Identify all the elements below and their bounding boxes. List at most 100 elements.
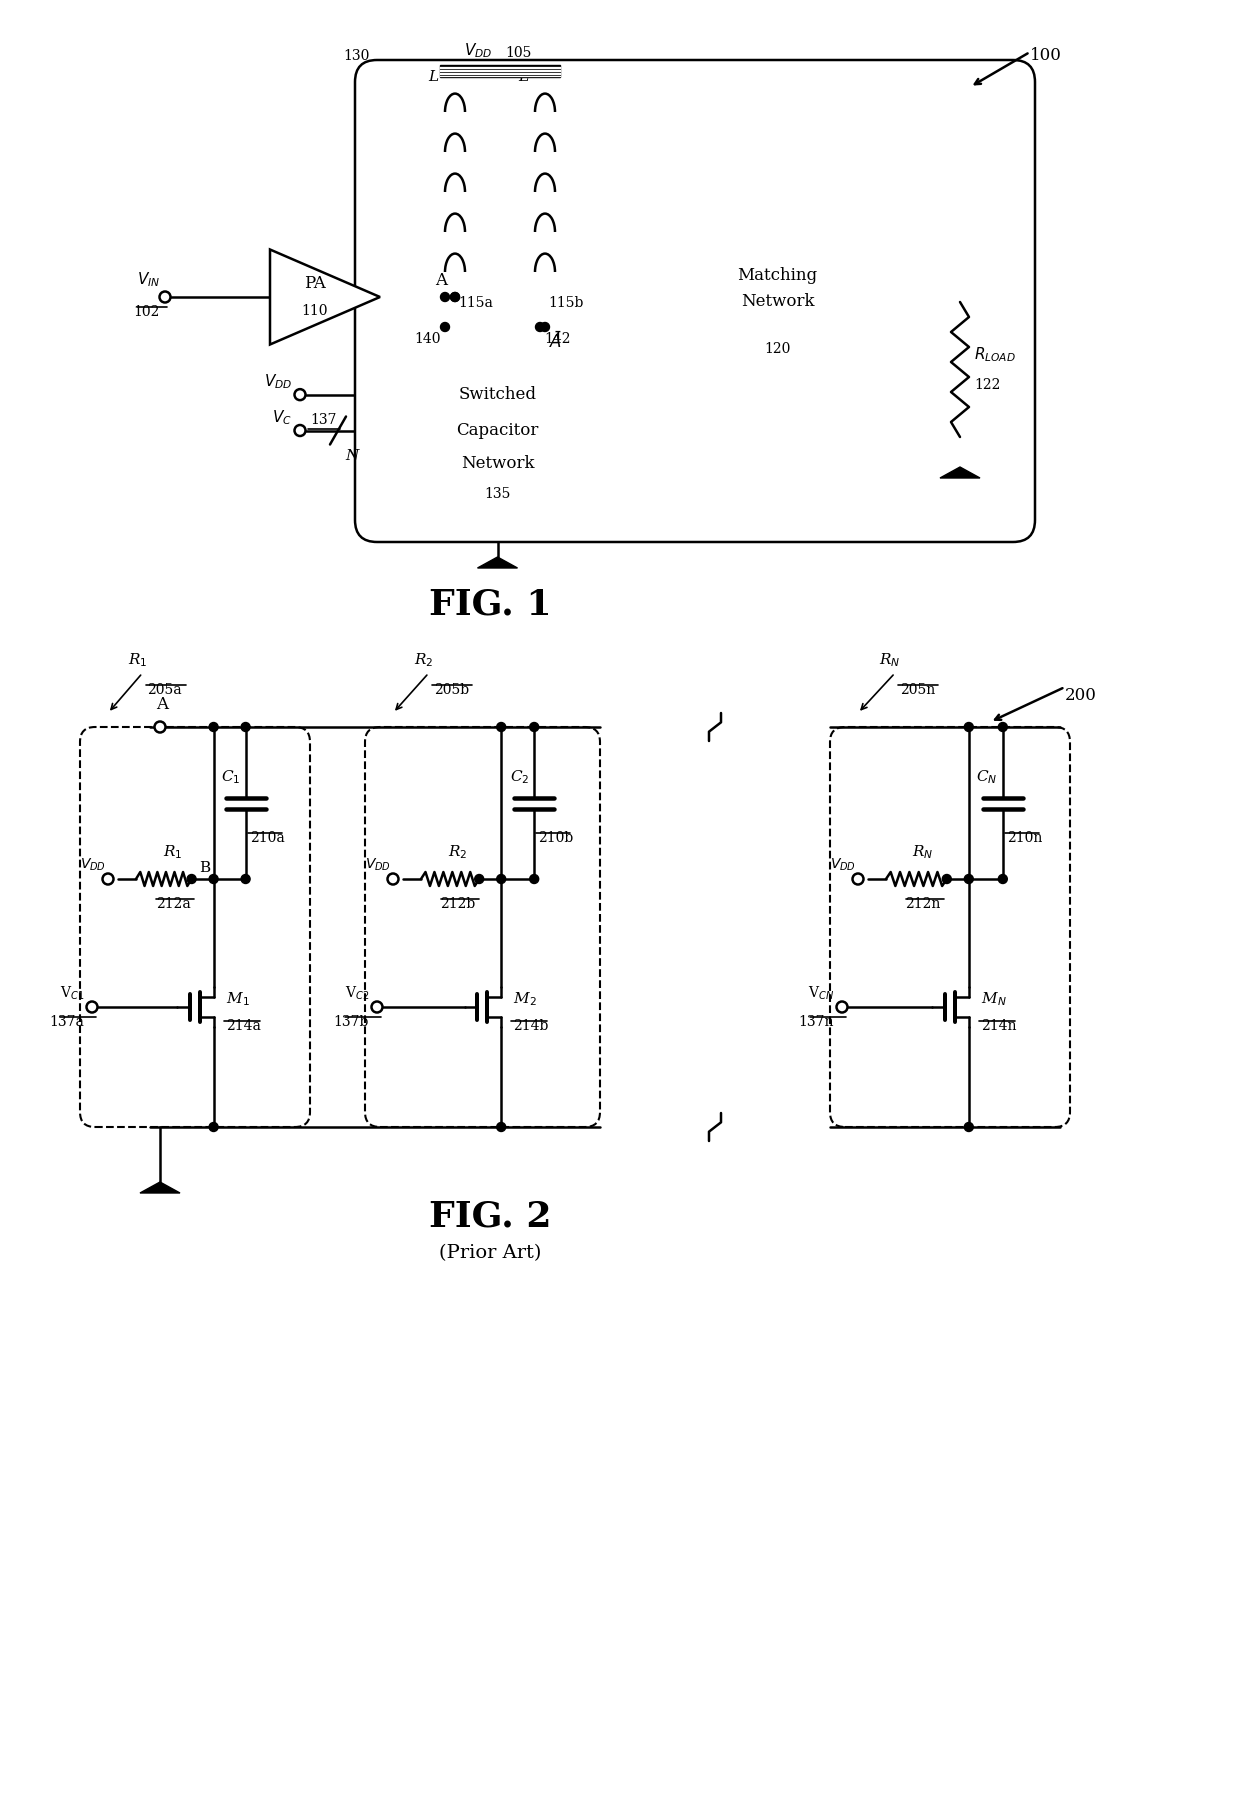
Circle shape: [103, 874, 114, 885]
Text: C$_2$: C$_2$: [510, 769, 529, 785]
Text: FIG. 2: FIG. 2: [429, 1199, 552, 1234]
Text: 135: 135: [485, 487, 511, 501]
Circle shape: [965, 723, 973, 732]
Text: Switched: Switched: [459, 387, 537, 403]
Text: $V_{IN}$: $V_{IN}$: [136, 271, 160, 289]
Circle shape: [450, 293, 460, 302]
Text: V$_{C1}$: V$_{C1}$: [60, 985, 84, 1001]
Circle shape: [160, 291, 171, 302]
Circle shape: [450, 293, 460, 302]
Circle shape: [210, 874, 218, 883]
Circle shape: [440, 293, 449, 302]
Text: 214b: 214b: [513, 1019, 548, 1034]
Circle shape: [998, 723, 1007, 732]
Text: Capacitor: Capacitor: [456, 422, 538, 440]
Circle shape: [87, 1001, 98, 1012]
Circle shape: [541, 322, 549, 331]
Circle shape: [497, 723, 506, 732]
Text: R$_1$: R$_1$: [164, 843, 182, 861]
Text: 214n: 214n: [981, 1019, 1017, 1034]
Polygon shape: [270, 249, 379, 345]
Circle shape: [241, 874, 250, 883]
Circle shape: [387, 874, 398, 885]
Circle shape: [497, 874, 506, 883]
Text: 214a: 214a: [226, 1019, 260, 1034]
Text: $R_{LOAD}$: $R_{LOAD}$: [973, 345, 1016, 363]
Text: V$_{CN}$: V$_{CN}$: [808, 985, 835, 1001]
Circle shape: [475, 874, 484, 883]
Text: R$_2$: R$_2$: [414, 650, 434, 669]
FancyBboxPatch shape: [384, 349, 610, 512]
Circle shape: [241, 723, 250, 732]
Circle shape: [529, 874, 538, 883]
Circle shape: [529, 723, 538, 732]
Text: 137a: 137a: [50, 1016, 84, 1028]
Text: PA: PA: [304, 274, 326, 291]
Text: V$_{C2}$: V$_{C2}$: [345, 985, 370, 1001]
Text: 210n: 210n: [1007, 830, 1042, 845]
Bar: [440, 65, 560, 76]
Bar: [689, 213, 866, 367]
FancyBboxPatch shape: [355, 60, 1035, 541]
Text: M$_N$: M$_N$: [981, 990, 1007, 1008]
Text: A: A: [156, 696, 167, 712]
Polygon shape: [140, 1183, 180, 1194]
Text: $V_{DD}$: $V_{DD}$: [830, 856, 856, 872]
Polygon shape: [477, 558, 517, 569]
Text: 205b: 205b: [434, 683, 469, 698]
Text: L: L: [518, 71, 528, 84]
Text: 205n: 205n: [900, 683, 935, 698]
Circle shape: [998, 874, 1007, 883]
Text: M$_1$: M$_1$: [226, 990, 249, 1008]
Circle shape: [155, 721, 165, 732]
Circle shape: [187, 874, 196, 883]
Text: 212n: 212n: [905, 898, 941, 910]
Text: $V_{DD}$: $V_{DD}$: [365, 856, 391, 872]
Circle shape: [295, 425, 305, 436]
Text: 205a: 205a: [148, 683, 182, 698]
Text: 105: 105: [505, 45, 532, 60]
Circle shape: [837, 1001, 847, 1012]
Text: 115b: 115b: [548, 296, 583, 311]
Text: 200: 200: [1065, 687, 1097, 703]
Text: C$_1$: C$_1$: [221, 769, 241, 785]
Text: 102: 102: [134, 305, 160, 320]
FancyBboxPatch shape: [379, 76, 630, 307]
Text: 137: 137: [310, 412, 336, 427]
Circle shape: [536, 322, 544, 331]
Text: N: N: [345, 449, 358, 463]
Text: $\bar{A}$: $\bar{A}$: [549, 333, 562, 352]
Text: Network: Network: [740, 293, 815, 311]
Text: (Prior Art): (Prior Art): [439, 1245, 541, 1263]
Circle shape: [497, 1123, 506, 1132]
Circle shape: [440, 322, 449, 331]
Circle shape: [965, 1123, 973, 1132]
Text: R$_1$: R$_1$: [128, 650, 148, 669]
Text: B: B: [200, 861, 211, 876]
Circle shape: [210, 1123, 218, 1132]
Text: $V_C$: $V_C$: [272, 407, 291, 427]
Circle shape: [853, 874, 863, 885]
Text: FIG. 1: FIG. 1: [429, 587, 552, 621]
Text: R$_N$: R$_N$: [913, 843, 934, 861]
Text: 137b: 137b: [334, 1016, 370, 1028]
Text: 100: 100: [1030, 47, 1061, 64]
Text: M$_2$: M$_2$: [513, 990, 537, 1008]
Polygon shape: [940, 467, 980, 478]
Text: 137n: 137n: [799, 1016, 835, 1028]
Text: Network: Network: [461, 454, 534, 472]
Text: $V_{DD}$: $V_{DD}$: [81, 856, 105, 872]
Text: 120: 120: [764, 342, 791, 356]
Circle shape: [295, 389, 305, 400]
Text: R$_N$: R$_N$: [879, 650, 900, 669]
Circle shape: [965, 874, 973, 883]
Text: 210a: 210a: [249, 830, 284, 845]
Text: L: L: [428, 71, 438, 84]
Text: 140: 140: [414, 333, 441, 345]
Text: Matching: Matching: [738, 267, 817, 283]
Text: 110: 110: [301, 303, 329, 318]
Text: 212a: 212a: [156, 898, 191, 910]
Text: R$_2$: R$_2$: [448, 843, 467, 861]
Text: 212b: 212b: [440, 898, 476, 910]
Text: C$_N$: C$_N$: [976, 769, 998, 785]
